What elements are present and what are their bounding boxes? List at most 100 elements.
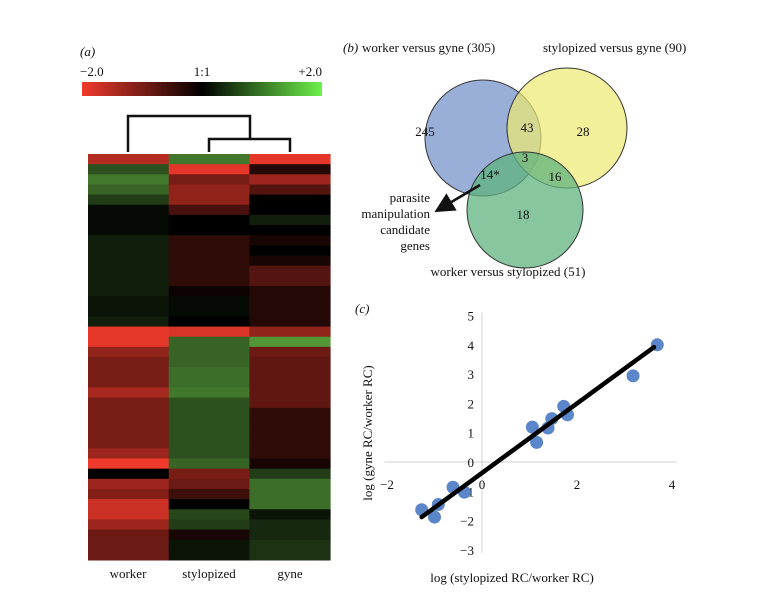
heatmap-cell-gyne (249, 194, 331, 206)
heatmap-cell-gyne (249, 458, 331, 470)
heatmap-cell-gyne (249, 184, 331, 196)
heatmap-cell-gyne (249, 539, 331, 551)
heatmap-cell-worker (88, 204, 170, 216)
heatmap-cell-worker (88, 255, 170, 267)
heatmap-cell-worker (88, 346, 170, 358)
heatmap-cell-gyne (249, 336, 331, 348)
y-tick-label: 3 (468, 367, 475, 382)
heatmap-cell-stylopized (168, 417, 250, 429)
heatmap-cell-worker (88, 235, 170, 246)
heatmap-cell-stylopized (168, 154, 250, 165)
y-tick-label: 2 (468, 396, 475, 411)
heatmap-cell-stylopized (168, 255, 250, 267)
heatmap-cell-gyne (249, 377, 331, 388)
dendrogram (126, 114, 292, 152)
venn-region-all: 3 (522, 150, 529, 165)
heatmap-cell-gyne (249, 519, 331, 531)
heatmap-cell-stylopized (168, 214, 250, 226)
heatmap-cell-worker (88, 417, 170, 429)
y-tick-label: 1 (468, 426, 475, 441)
heatmap-cell-stylopized (168, 245, 250, 256)
heatmap-cell-gyne (249, 417, 331, 429)
heatmap (88, 154, 331, 561)
heatmap-cell-worker (88, 509, 170, 520)
heatmap-cell-gyne (249, 346, 331, 358)
heatmap-cell-worker (88, 529, 170, 541)
heatmap-cell-worker (88, 154, 170, 165)
heatmap-cell-stylopized (168, 204, 250, 216)
heatmap-cell-worker (88, 448, 170, 459)
x-tick-label: −2 (380, 477, 394, 492)
heatmap-col-label-stylopized: stylopized (182, 566, 236, 581)
heatmap-cell-gyne (249, 367, 331, 378)
heatmap-cell-worker (88, 316, 170, 328)
heatmap-cell-gyne (249, 316, 331, 328)
heatmap-cell-worker (88, 377, 170, 388)
heatmap-cell-stylopized (168, 326, 250, 338)
heatmap-cell-stylopized (168, 407, 250, 419)
x-tick-label: 0 (479, 477, 486, 492)
heatmap-cell-worker (88, 214, 170, 226)
heatmap-cell-worker (88, 488, 170, 500)
trendline (419, 344, 657, 520)
dendrogram-branch-stylopized-gyne (207, 137, 292, 152)
heatmap-cell-gyne (249, 407, 331, 419)
heatmap-cell-gyne (249, 326, 331, 338)
annotation-line-4: genes (400, 238, 430, 253)
heatmap-cell-stylopized (168, 448, 250, 459)
venn-region-sg-ws: 16 (549, 169, 563, 184)
heatmap-col-label-worker: worker (110, 566, 147, 581)
heatmap-cell-worker (88, 458, 170, 470)
heatmap-cell-stylopized (168, 235, 250, 246)
heatmap-cell-stylopized (168, 519, 250, 531)
heatmap-cell-stylopized (168, 225, 250, 236)
heatmap-cell-stylopized (168, 194, 250, 206)
heatmap-cell-stylopized (168, 357, 250, 368)
heatmap-cell-stylopized (168, 336, 250, 348)
heatmap-cell-gyne (249, 255, 331, 267)
heatmap-cell-worker (88, 357, 170, 368)
heatmap-cell-stylopized (168, 438, 250, 449)
heatmap-cell-stylopized (168, 468, 250, 480)
venn-set-label-stylopized-gyne: stylopized versus gyne (90) (543, 40, 686, 55)
data-point (530, 435, 544, 449)
heatmap-cell-worker (88, 164, 170, 175)
heatmap-cell-gyne (249, 529, 331, 541)
heatmap-cell-gyne (249, 357, 331, 368)
y-axis-label: log (gyne RC/worker RC) (360, 365, 375, 500)
heatmap-cell-stylopized (168, 184, 250, 196)
colorbar (82, 82, 322, 96)
x-tick-label: 2 (574, 477, 581, 492)
data-point (428, 510, 441, 524)
heatmap-cell-stylopized (168, 377, 250, 388)
heatmap-cell-worker (88, 397, 170, 409)
heatmap-cell-stylopized (168, 499, 250, 510)
y-tick-label: −2 (460, 514, 474, 529)
venn-circle-worker-stylopized (466, 151, 584, 269)
heatmap-cell-gyne (249, 397, 331, 409)
annotation-line-1: parasite (390, 190, 431, 205)
heatmap-cell-stylopized (168, 265, 250, 277)
panel-b-label: (b) (343, 40, 358, 55)
heatmap-cell-worker (88, 326, 170, 338)
heatmap-cell-gyne (249, 164, 331, 175)
heatmap-cell-worker (88, 428, 170, 439)
heatmap-cell-stylopized (168, 346, 250, 358)
venn-diagram (424, 67, 628, 269)
heatmap-cell-gyne (249, 235, 331, 246)
heatmap-cell-gyne (249, 285, 331, 297)
annotation-line-3: candidate (380, 222, 430, 237)
heatmap-cell-gyne (249, 488, 331, 500)
heatmap-cell-worker (88, 336, 170, 348)
heatmap-cell-gyne (249, 174, 331, 185)
heatmap-cell-gyne (249, 154, 331, 165)
heatmap-cell-worker (88, 225, 170, 236)
heatmap-cell-gyne (249, 387, 331, 399)
heatmap-cell-stylopized (168, 275, 250, 287)
data-point (525, 420, 539, 434)
heatmap-cell-worker (88, 184, 170, 196)
heatmap-cell-gyne (249, 225, 331, 236)
heatmap-cell-worker (88, 194, 170, 206)
heatmap-cell-stylopized (168, 539, 250, 551)
